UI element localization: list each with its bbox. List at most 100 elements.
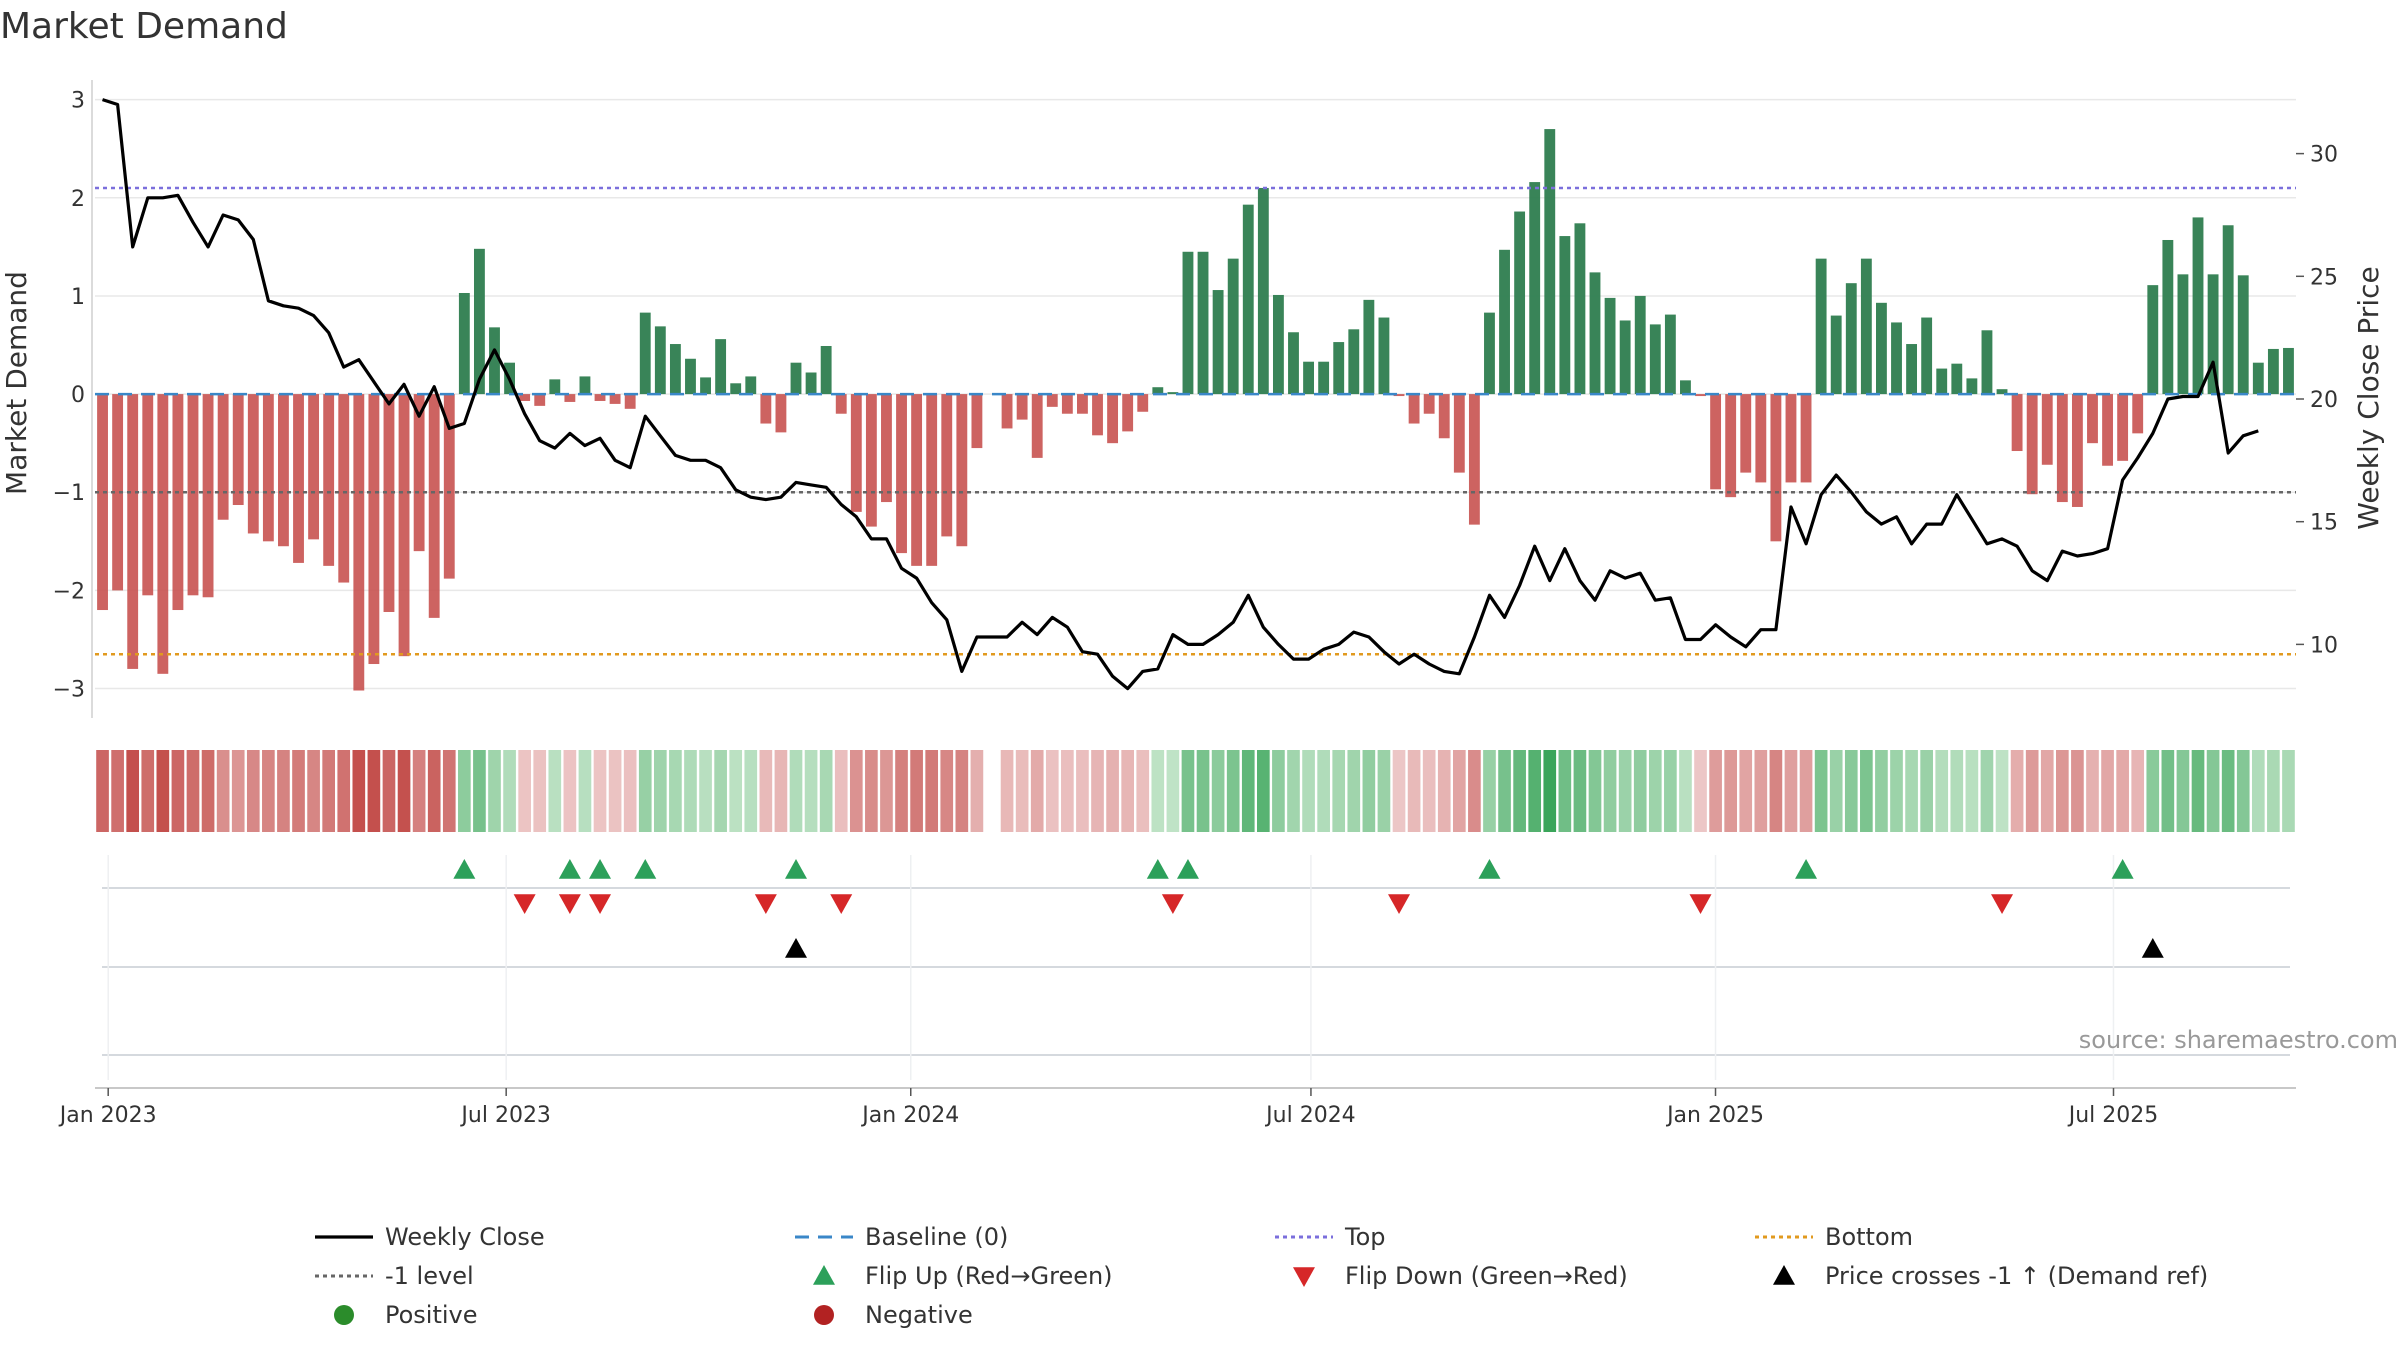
x-tick-label: Jan 2024 — [860, 1103, 959, 1128]
heat-cell — [1392, 750, 1406, 832]
demand-bar — [1785, 394, 1797, 483]
heat-cell — [1437, 750, 1451, 832]
heat-cell — [1573, 750, 1587, 832]
demand-bar — [2087, 394, 2098, 444]
demand-bar — [1981, 330, 1993, 395]
demand-bar — [232, 394, 244, 506]
demand-bar — [1092, 394, 1103, 436]
heat-cell — [789, 750, 803, 832]
demand-bar — [489, 327, 500, 395]
heat-cell — [397, 750, 411, 832]
demand-bar — [1152, 387, 1164, 395]
y-tick-label: 3 — [71, 89, 85, 114]
demand-bar — [1710, 394, 1722, 490]
legend-label: Positive — [385, 1301, 478, 1329]
legend-item: -1 level — [315, 1262, 474, 1290]
demand-bar — [308, 394, 320, 540]
demand-bar — [1529, 182, 1541, 395]
demand-bar — [2011, 394, 2023, 452]
demand-bar — [1318, 361, 1330, 395]
heat-cell — [1543, 750, 1557, 832]
demand-bar — [1695, 394, 1706, 397]
legend-item: Price crosses -1 ↑ (Demand ref) — [1773, 1262, 2208, 1290]
y-tick-label: 2 — [71, 187, 85, 212]
heat-cell — [442, 750, 456, 832]
demand-bar — [1423, 394, 1435, 414]
heat-cell — [1091, 750, 1104, 832]
demand-bar — [730, 383, 742, 395]
demand-bar — [1951, 363, 1963, 395]
heat-cell — [1045, 750, 1059, 832]
heat-cell — [1995, 750, 2009, 832]
heat-cell — [2206, 750, 2220, 832]
demand-bar — [1544, 129, 1556, 395]
demand-bar — [353, 394, 365, 691]
flip-up-marker — [1795, 859, 1818, 879]
demand-bar — [1197, 251, 1209, 395]
heat-cell — [2267, 750, 2280, 832]
heat-cell — [1633, 750, 1647, 832]
legend-item: Baseline (0) — [795, 1223, 1008, 1251]
legend-label: Negative — [865, 1301, 973, 1329]
demand-bar — [428, 394, 440, 618]
demand-bar — [549, 379, 561, 395]
demand-bar — [413, 394, 425, 552]
demand-bar — [2162, 239, 2174, 395]
heat-cell — [337, 750, 351, 832]
heat-cell — [533, 750, 547, 832]
demand-bar — [1257, 187, 1269, 395]
legend-label: Top — [1344, 1223, 1386, 1251]
flip-up-marker — [1176, 859, 1199, 879]
heat-cell — [262, 750, 275, 832]
heat-cell — [1483, 750, 1496, 832]
heat-cell — [1166, 750, 1180, 832]
demand-bar — [127, 394, 139, 669]
demand-bar — [1227, 258, 1239, 395]
flip-down-marker — [513, 894, 536, 914]
flip-up-marker — [558, 859, 581, 879]
heat-cell — [1317, 750, 1330, 832]
heat-cell — [2071, 750, 2084, 832]
demand-bar — [2026, 394, 2038, 495]
y2-tick-label: 20 — [2310, 388, 2338, 413]
heat-cell — [322, 750, 335, 832]
demand-bar — [1453, 394, 1465, 473]
demand-bar — [775, 394, 787, 433]
heat-cell — [653, 750, 667, 832]
demand-bar — [1619, 320, 1631, 395]
source-note: source: sharemaestro.com — [2079, 1026, 2398, 1054]
demand-bar — [1891, 322, 1902, 395]
heat-cell — [126, 750, 140, 832]
heat-cell — [96, 750, 109, 832]
heat-cell — [246, 750, 260, 832]
demand-bar — [1860, 258, 1872, 395]
y-tick-label: −3 — [53, 678, 85, 703]
demand-bar — [1122, 394, 1134, 432]
demand-bar — [202, 394, 214, 598]
x-axis: Jan 2023 Jul 2023 Jan 2024 Jul 2024 Jan 2025… — [58, 1087, 2296, 1128]
heat-cell — [638, 750, 652, 832]
heat-cell — [623, 750, 637, 832]
legend-swatch — [813, 1265, 835, 1285]
heat-cell — [1468, 750, 1481, 832]
demand-bar — [278, 394, 289, 547]
main-plot-area: −3 −2 −1 0 1 2 3 10 15 20 25 30 — [53, 80, 2338, 718]
heat-cell — [1196, 750, 1210, 832]
demand-bar — [1137, 394, 1149, 412]
heat-cell — [1694, 750, 1707, 832]
demand-bar — [262, 394, 274, 542]
demand-bar — [1514, 211, 1526, 395]
demand-bar — [609, 394, 621, 404]
demand-bar — [1167, 392, 1179, 395]
demand-heat-strip — [96, 750, 2295, 832]
demand-bar — [835, 394, 847, 414]
heat-cell — [1860, 750, 1873, 832]
heat-cell — [2236, 750, 2250, 832]
demand-bar — [247, 394, 259, 534]
demand-bar — [594, 394, 606, 401]
heat-cell — [1799, 750, 1813, 832]
heat-cell — [1709, 750, 1722, 832]
demand-bar — [172, 394, 184, 611]
heat-cell — [2131, 750, 2145, 832]
legend-label: Baseline (0) — [865, 1223, 1008, 1251]
